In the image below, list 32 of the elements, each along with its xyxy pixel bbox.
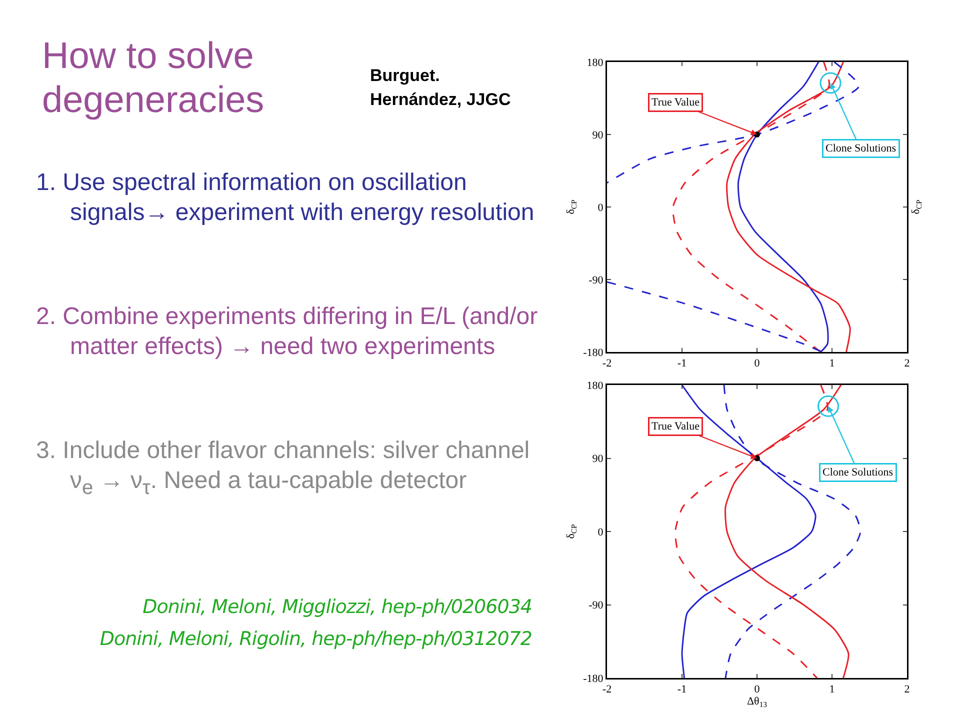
- x-tick-label: 2: [904, 358, 910, 370]
- x-tick-label: -1: [677, 684, 687, 696]
- y-tick-label: 90: [592, 453, 604, 466]
- y-tick-label: -180: [583, 672, 604, 685]
- annotation: Clone Solutions: [826, 142, 896, 154]
- x-tick-label: 2: [904, 684, 910, 696]
- text: 3. Include other flavor channels: silver channel ν$_{e}$ → ν$_{τ}$. Need a tau-capable detector: [36, 436, 531, 501]
- x-tick-label: -2: [602, 684, 612, 696]
- x-axis-title: Δθ$_{13}$: [746, 696, 768, 710]
- annotation: True Value: [652, 420, 700, 432]
- text: Donini, Meloni, Rigolin, hep-ph/hep-ph/0312072: [100, 628, 532, 650]
- text: How to solve degeneracies: [42, 34, 266, 122]
- x-tick-label: 0: [754, 358, 760, 370]
- y-tick-label: -180: [583, 346, 604, 359]
- annotation: Clone Solutions: [822, 466, 894, 478]
- text: Donini, Meloni, Miggliozzi, hep-ph/0206034: [142, 596, 532, 618]
- text: 1. Use spectral information on oscillation signals→ experiment with energy resolution: [36, 168, 536, 228]
- text: Burguet. Hernández, JJGC: [370, 65, 512, 111]
- y-tick-label: 180: [586, 380, 604, 392]
- y-tick-label: 90: [592, 129, 604, 142]
- y-tick-label: 0: [598, 202, 604, 214]
- x-tick-label: 0: [754, 684, 760, 696]
- x-tick-label: 1: [829, 684, 835, 696]
- y-tick-label: -90: [588, 274, 604, 286]
- y-tick-label: -90: [588, 600, 604, 612]
- text: 2. Combine experiments differing in E/L (and/or matter effects) → need two experiments: [36, 302, 539, 362]
- y-tick-label: 180: [586, 56, 604, 69]
- x-tick-label: 1: [829, 358, 835, 370]
- annotation: True Value: [652, 96, 700, 108]
- x-tick-label: -1: [677, 358, 687, 370]
- x-tick-label: -2: [602, 358, 612, 370]
- y-tick-label: 0: [598, 526, 604, 538]
